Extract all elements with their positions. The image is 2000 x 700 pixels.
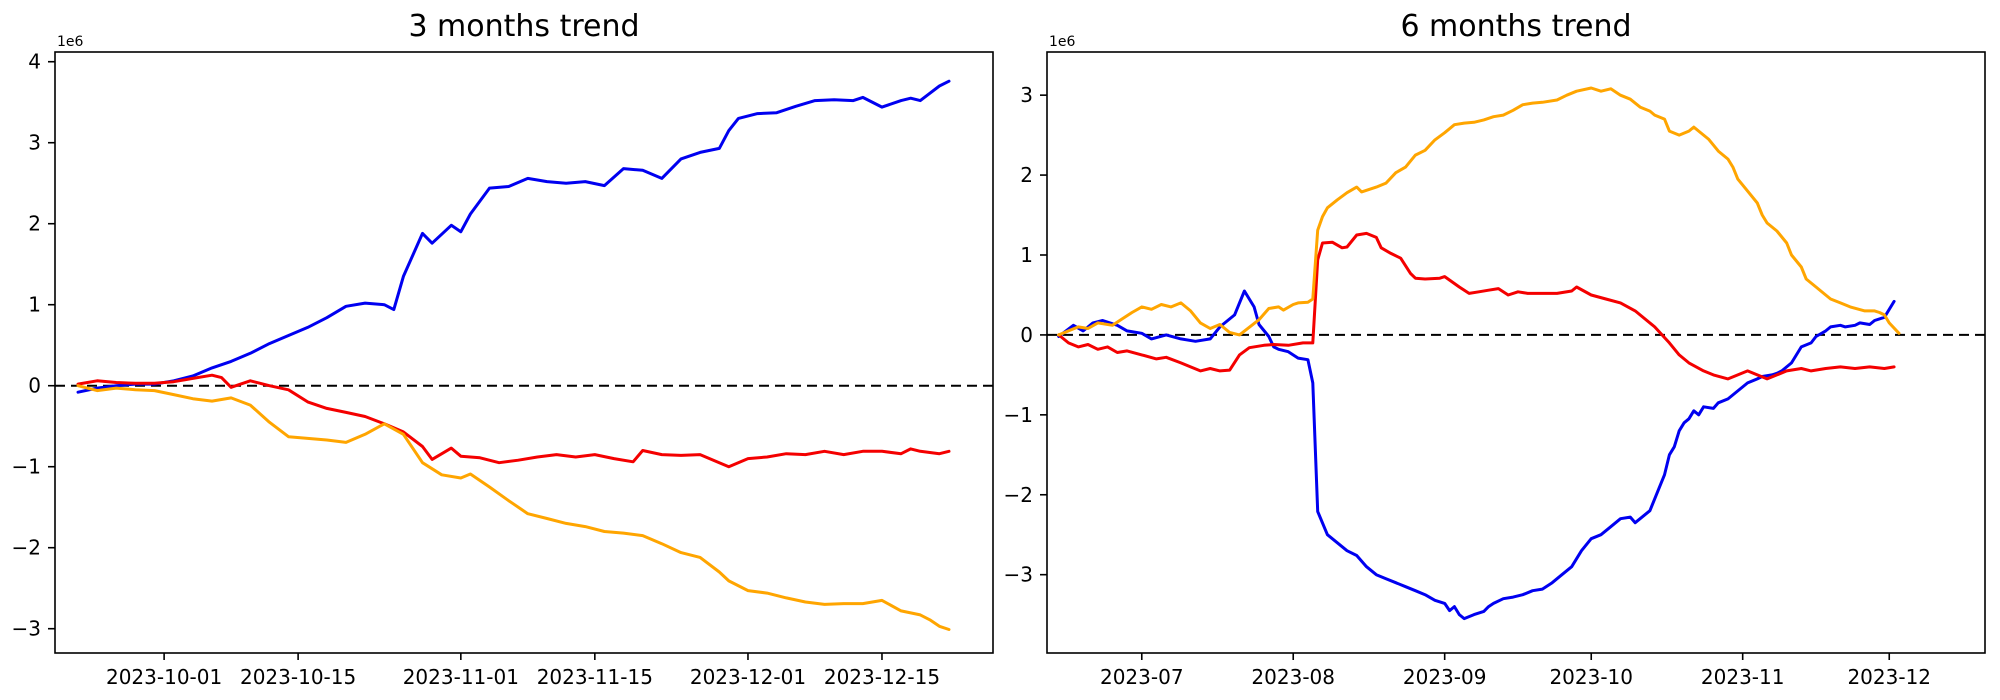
six-month-trend-y-tick-label: 3 [1020,83,1033,107]
six-month-trend-x-tick-label: 2023-12 [1847,665,1931,689]
three-month-trend-x-tick-label: 2023-12-01 [690,665,806,689]
six-month-trend-x-tick-label: 2023-11 [1701,665,1785,689]
six-month-trend-x-tick-label: 2023-09 [1403,665,1487,689]
six-month-trend-chart: 3 2 1 0 −1 −2 −3 2023-07 2023-08 2023-09 2023-10 20… [1004,9,1986,689]
three-month-trend-y-tick-label: −3 [12,617,41,641]
six-month-trend-y-tick-label: −2 [1004,483,1033,507]
six-month-trend-axis-offset-label: 1e6 [1049,34,1076,50]
three-month-trend-orange-series-line [76,384,951,631]
three-month-trend-y-tick-label: 2 [28,212,41,236]
six-month-trend-y-tick-label: 2 [1020,163,1033,187]
three-month-trend-y-tick-label: 1 [28,293,41,317]
three-month-trend-x-tick-label: 2023-11-01 [403,665,519,689]
three-month-trend-chart: 4 3 2 1 0 −1 −2 −3 2023-10-01 2023-10-15 2023-11-0… [12,9,994,689]
three-month-trend-x-tick-label: 2023-12-15 [824,665,940,689]
six-month-trend-y-tick-label: −3 [1004,563,1033,587]
six-month-trend-blue-series-line [1057,289,1896,621]
six-month-trend-x-tick-label: 2023-07 [1100,665,1184,689]
six-month-trend-y-tick-label: −1 [1004,403,1033,427]
three-month-trend-y-tick-label: −2 [12,536,41,560]
three-month-trend-y-tick-label: −1 [12,455,41,479]
three-month-trend-x-tick-label: 2023-10-01 [106,665,222,689]
six-month-trend-x-tick-label: 2023-08 [1251,665,1335,689]
three-month-trend-title: 3 months trend [408,9,639,44]
three-month-trend-x-tick-label: 2023-11-15 [537,665,653,689]
three-month-trend-red-series-line [76,373,951,469]
three-month-trend-plot-area [54,51,994,654]
three-month-trend-x-tick-label: 2023-10-15 [240,665,356,689]
three-month-trend-axis-offset-label: 1e6 [57,34,84,50]
six-month-trend-orange-series-line [1057,86,1901,337]
six-month-trend-y-tick-label: 0 [1020,323,1033,347]
six-month-trend-red-series-line [1057,231,1896,381]
six-month-trend-title: 6 months trend [1400,9,1631,44]
six-month-trend-x-tick-label: 2023-10 [1549,665,1633,689]
six-month-trend-plot-area [1046,51,1986,654]
three-month-trend-y-tick-label: 3 [28,131,41,155]
three-month-trend-y-tick-label: 4 [28,50,41,74]
three-month-trend-blue-series-line [76,79,951,394]
six-month-trend-y-tick-label: 1 [1020,243,1033,267]
three-month-trend-y-tick-label: 0 [28,374,41,398]
